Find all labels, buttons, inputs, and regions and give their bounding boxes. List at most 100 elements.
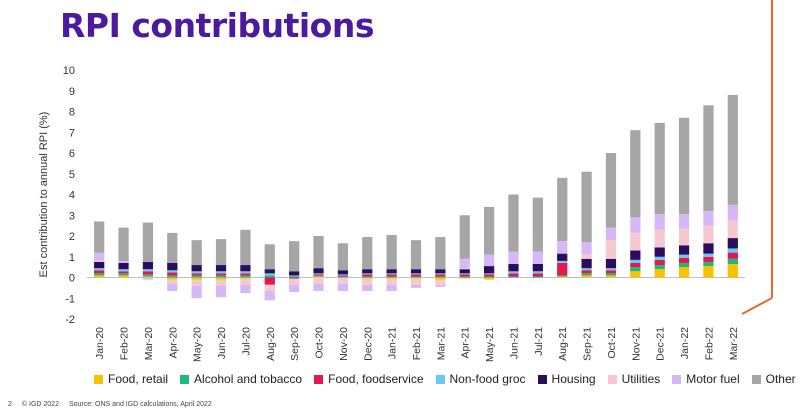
bar-segment	[483, 276, 495, 278]
legend-label: Food, foodservice	[328, 372, 424, 386]
bar-segment	[240, 273, 251, 276]
bar-segment	[557, 262, 568, 276]
bar-segment	[557, 260, 568, 263]
x-tick-label: Aug-21	[557, 327, 569, 361]
bar-segment	[118, 260, 129, 263]
y-tick-label: 6	[69, 148, 75, 160]
bar-segment	[678, 267, 690, 278]
bar-segment	[459, 277, 470, 279]
x-tick-label: Jan-21	[387, 327, 399, 359]
y-tick-label: 3	[69, 210, 75, 222]
bar-segment	[167, 232, 178, 263]
bar-segment	[313, 275, 324, 277]
bar-segment	[630, 262, 641, 268]
legend-item: Non-food groc	[435, 372, 526, 386]
bar-segment	[167, 275, 178, 278]
bar-segment	[386, 274, 397, 277]
legend-swatch	[672, 374, 682, 384]
bar-segment	[215, 285, 227, 298]
bar-segment	[483, 277, 495, 280]
x-tick-label: Dec-21	[655, 327, 667, 361]
bar-segment	[605, 275, 617, 278]
bar-segment	[678, 262, 690, 268]
bar-segment	[703, 256, 714, 262]
legend-swatch	[94, 374, 103, 384]
bar-segment	[435, 279, 446, 285]
bar-segment	[483, 254, 495, 267]
bar-segment	[215, 271, 227, 274]
bar-segment	[386, 277, 397, 279]
bar-segment	[703, 225, 714, 244]
legend-item: Alcohol and tobacco	[180, 372, 302, 386]
bar-segment	[532, 276, 543, 278]
bar-segment	[630, 259, 641, 263]
bar-segment	[605, 240, 617, 259]
legend-label: Housing	[551, 372, 596, 386]
bar-segment	[483, 274, 495, 277]
bar-segment	[337, 276, 349, 278]
bar-segment	[605, 153, 617, 228]
bar-segment	[215, 273, 227, 276]
bar-segment	[605, 270, 617, 274]
y-tick-label: 0	[69, 273, 75, 285]
bar-segment	[362, 278, 373, 285]
x-tick-label: May-21	[484, 327, 496, 362]
bar-segment	[118, 262, 129, 270]
bar-segment	[605, 227, 617, 241]
bar-segment	[435, 284, 446, 287]
bar-segment	[581, 254, 592, 259]
bar-segment	[630, 267, 641, 272]
bar-segment	[313, 273, 324, 275]
chart-legend: Food, retail Alcohol and tobacco Food, foo…	[94, 372, 796, 386]
bar-segment	[313, 268, 324, 274]
bar-segment	[264, 277, 275, 285]
legend-label: Utilities	[621, 372, 661, 386]
bar-segment	[215, 279, 227, 286]
bar-segment	[459, 273, 470, 275]
bar-segment	[727, 94, 738, 205]
legend-item: Utilities	[607, 372, 661, 386]
bar-segment	[557, 177, 568, 242]
bar-segment	[289, 277, 300, 279]
bar-segment	[191, 271, 202, 274]
bar-segment	[678, 228, 690, 246]
x-tick-label: Mar-21	[435, 327, 447, 360]
bar-segment	[727, 258, 738, 265]
bar-segment	[191, 275, 202, 278]
x-tick-label: Mar-22	[728, 327, 740, 360]
bar-segment	[630, 217, 641, 233]
bar-segment	[94, 275, 105, 278]
bar-segment	[605, 258, 617, 269]
x-tick-label: Dec-20	[362, 327, 374, 361]
bar-segment	[678, 117, 690, 215]
bar-segment	[605, 273, 617, 276]
x-tick-label: Mar-20	[143, 327, 155, 360]
bar-segment	[337, 283, 349, 291]
bar-segment	[289, 275, 300, 277]
bar-segment	[118, 227, 129, 261]
bar-segment	[459, 274, 470, 277]
bar-segment	[118, 269, 129, 272]
bar-segment	[678, 257, 690, 263]
bar-segment	[362, 237, 373, 270]
bar-segment	[386, 278, 397, 285]
bar-segment	[459, 258, 470, 269]
bar-segment	[167, 272, 178, 276]
legend-swatch	[435, 374, 445, 384]
bar-segment	[410, 240, 422, 270]
bar-segment	[459, 276, 470, 278]
bar-segment	[118, 273, 129, 276]
x-tick-label: Nov-20	[338, 327, 350, 361]
bar-segment	[362, 274, 373, 277]
bar-segment	[337, 274, 349, 276]
bar-segment	[94, 221, 105, 253]
x-tick-label: Feb-22	[703, 327, 715, 360]
legend-item: Motor fuel	[672, 372, 740, 386]
bar-segment	[142, 222, 154, 262]
bar-segment	[435, 274, 446, 277]
bar-segment	[240, 278, 251, 285]
x-tick-label: Feb-21	[411, 327, 423, 360]
bar-segment	[532, 273, 543, 277]
bar-segment	[362, 273, 373, 275]
bar-segment	[142, 271, 154, 275]
